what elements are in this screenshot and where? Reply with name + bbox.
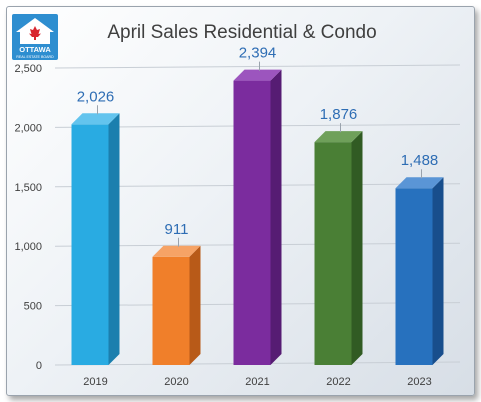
x-axis-ticks: 2019 2020 2021 2022 2023 (83, 376, 431, 388)
data-label: 2,394 (239, 45, 277, 62)
y-tick-label: 1,500 (14, 182, 42, 194)
data-label: 1,876 (320, 106, 358, 123)
x-tick-label: 2023 (407, 376, 431, 388)
bar-top (314, 131, 363, 143)
bar-side (189, 245, 201, 365)
bar-top (395, 177, 444, 189)
x-tick-label: 2022 (326, 376, 350, 388)
chart-title: April Sales Residential & Condo (107, 22, 376, 43)
x-tick-label: 2020 (164, 376, 188, 388)
bar-side (432, 177, 444, 365)
y-tick-label: 0 (36, 360, 42, 372)
bar-front (314, 142, 352, 365)
y-tick-label: 1,000 (14, 241, 42, 253)
y-tick-label: 500 (24, 301, 42, 313)
bars (71, 69, 444, 365)
bar-side (351, 131, 363, 365)
x-tick-label: 2019 (83, 376, 107, 388)
bar-top (152, 245, 201, 257)
data-label: 1,488 (401, 152, 439, 169)
bar-top (71, 113, 120, 125)
ottawa-real-estate-board-logo: OTTAWA REAL ESTATE BOARD (12, 14, 58, 60)
bar-front (233, 80, 271, 365)
y-axis-ticks: 0 500 1,000 1,500 2,000 2,500 (14, 63, 42, 372)
x-tick-label: 2021 (245, 376, 269, 388)
bar-side (270, 69, 282, 365)
gridline (54, 64, 461, 69)
y-tick-label: 2,000 (14, 122, 42, 134)
bar-front (152, 256, 190, 365)
bar-front (395, 188, 433, 365)
logo-subtext: REAL ESTATE BOARD (16, 55, 54, 59)
bar-side (108, 113, 120, 365)
bar-top (233, 69, 282, 81)
data-label: 911 (165, 221, 189, 238)
y-tick-label: 2,500 (14, 63, 42, 75)
bar-front (71, 124, 109, 365)
logo-text: OTTAWA (19, 45, 51, 54)
data-label: 2,026 (77, 88, 115, 105)
data-labels: 2,026 911 2,394 1,876 1,488 (77, 45, 439, 247)
